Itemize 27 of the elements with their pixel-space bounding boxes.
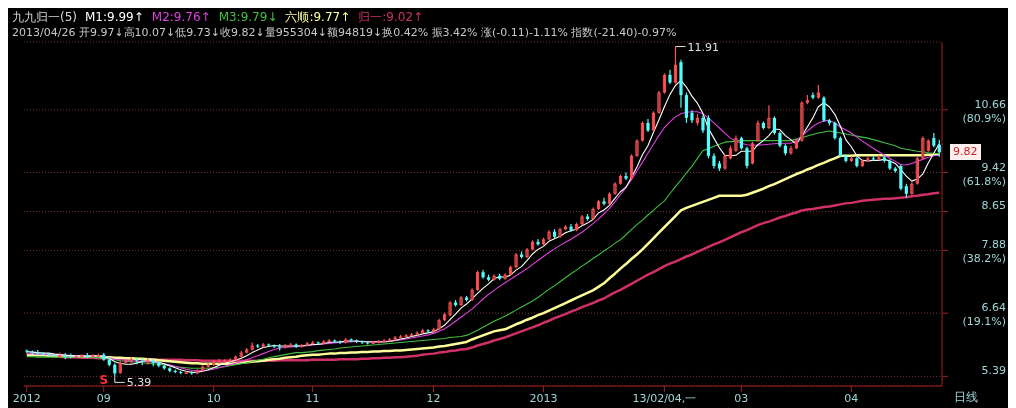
- annotation: S: [99, 373, 109, 387]
- x-tick-label: 11: [305, 391, 320, 405]
- text: M2:9.76↑: [151, 10, 211, 24]
- text: 日线: [954, 389, 978, 406]
- x-tick-label: 12: [426, 391, 441, 405]
- x-tick-label: 10: [206, 391, 221, 405]
- y-tick-label: 6.64 (19.1%): [962, 301, 1006, 329]
- text: 9.82: [950, 144, 981, 161]
- y-tick-label: 10.66 (80.9%): [962, 97, 1006, 125]
- x-tick-label: 2013: [529, 391, 558, 405]
- y-tick-label: 9.42 (61.8%): [962, 160, 1006, 188]
- x-tick-label: 04: [844, 391, 859, 405]
- x-tick-label: 2012: [12, 391, 41, 405]
- text: M3:9.79↓: [218, 10, 278, 24]
- annotation: 5.39: [126, 376, 152, 390]
- text: 2013/04/26 开9.97↓高10.07↓低9.73↓收9.82↓量955304↓额94819↓换0.42% 振3.42% 涨(-0.11)-1.11% 指数(-21.40)-0.97%: [12, 25, 677, 40]
- x-tick-label: 09: [96, 391, 111, 405]
- y-tick-label: 5.39: [981, 364, 1006, 378]
- y-tick-label: 8.65: [981, 199, 1006, 213]
- x-tick-label: 03: [734, 391, 749, 405]
- annotation: 11.91: [687, 40, 719, 54]
- x-tick-label: 13/02/04,一: [632, 391, 697, 405]
- chart-title: 九九归一(5): [12, 10, 77, 24]
- text: 六顺:9.77↑: [285, 10, 351, 24]
- text: M1:9.99↑: [85, 10, 144, 24]
- text: 归一:9.02↑: [358, 10, 424, 24]
- y-tick-label: 7.88 (38.2%): [962, 238, 1006, 266]
